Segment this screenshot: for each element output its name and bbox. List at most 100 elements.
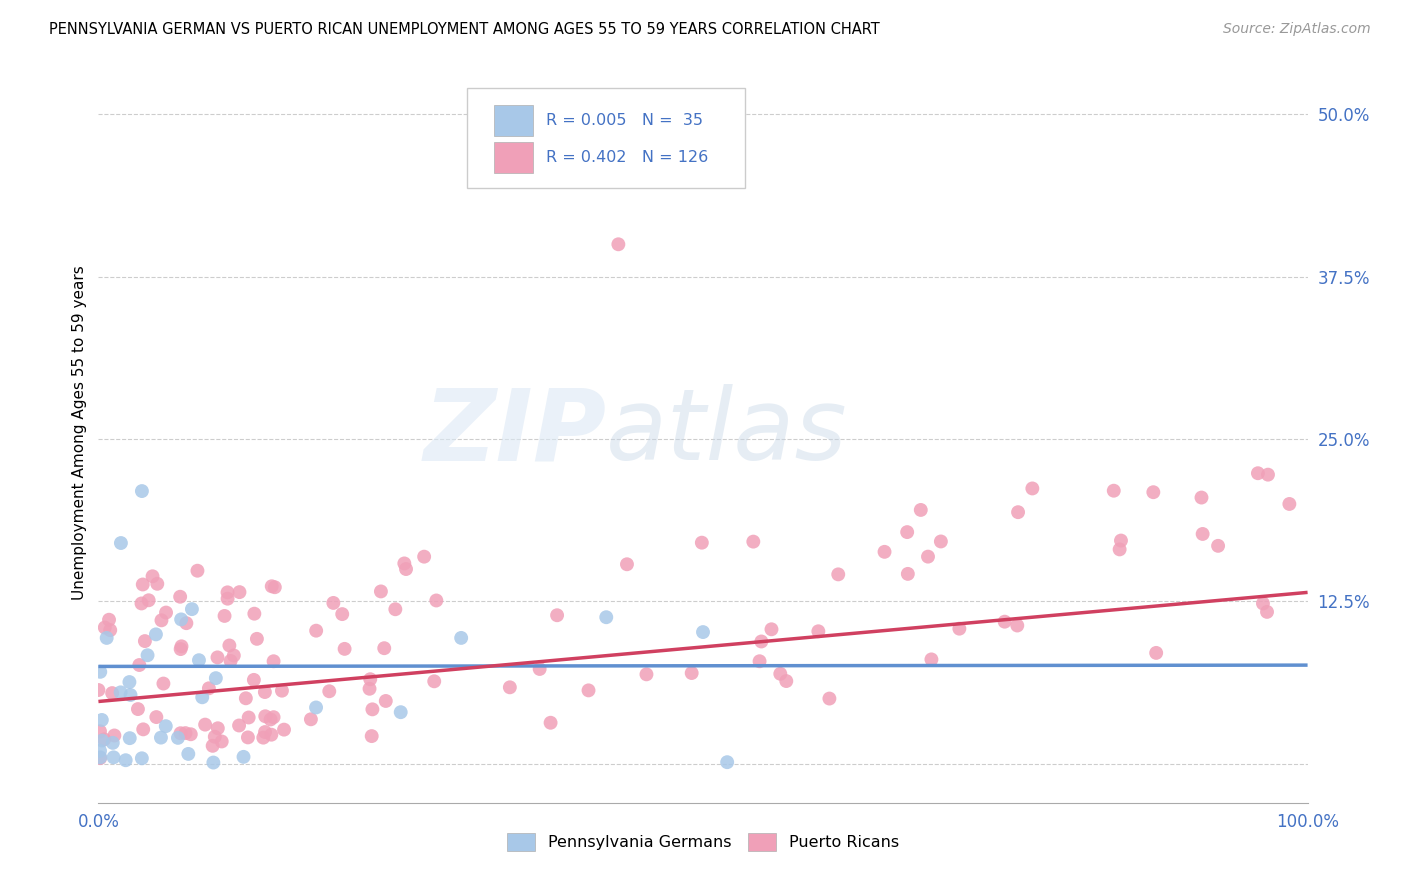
Point xyxy=(499,681,522,695)
Point xyxy=(205,671,228,685)
Point xyxy=(1191,491,1213,505)
Point xyxy=(120,688,142,702)
Point xyxy=(305,700,328,714)
Point xyxy=(818,691,841,706)
Point xyxy=(180,602,202,616)
Point xyxy=(681,666,703,681)
Point xyxy=(201,739,224,753)
Point xyxy=(827,567,849,582)
Point xyxy=(761,622,783,636)
Point xyxy=(360,729,382,743)
Point xyxy=(214,609,236,624)
Point xyxy=(145,627,167,641)
Point xyxy=(236,731,259,745)
Point xyxy=(87,683,110,698)
Point xyxy=(1108,542,1130,557)
Point xyxy=(1206,539,1229,553)
Point xyxy=(207,721,229,735)
Point xyxy=(136,648,159,663)
Point xyxy=(235,691,257,706)
Point xyxy=(529,662,551,676)
Point xyxy=(96,631,118,645)
Point xyxy=(1144,646,1167,660)
Y-axis label: Unemployment Among Ages 55 to 59 years: Unemployment Among Ages 55 to 59 years xyxy=(72,265,87,600)
Point xyxy=(110,536,132,550)
Point xyxy=(1142,485,1164,500)
Point xyxy=(716,755,738,769)
Point xyxy=(155,606,177,620)
Point xyxy=(1247,467,1270,481)
FancyBboxPatch shape xyxy=(467,88,745,188)
Point xyxy=(170,640,193,654)
Point xyxy=(271,683,294,698)
Text: atlas: atlas xyxy=(606,384,848,481)
Point xyxy=(450,631,472,645)
Point xyxy=(769,666,792,681)
Point xyxy=(1251,596,1274,610)
Point xyxy=(807,624,830,639)
Point xyxy=(131,597,153,611)
Point xyxy=(150,613,173,627)
Point xyxy=(103,729,125,743)
Point xyxy=(149,731,172,745)
Point xyxy=(333,641,356,656)
Point xyxy=(263,710,285,724)
Text: Source: ZipAtlas.com: Source: ZipAtlas.com xyxy=(1223,22,1371,37)
Point xyxy=(93,732,115,747)
Point xyxy=(218,639,240,653)
Point xyxy=(89,665,111,679)
Point xyxy=(273,723,295,737)
Point xyxy=(616,558,638,572)
Point xyxy=(131,751,153,765)
Point xyxy=(238,710,260,724)
Point xyxy=(188,653,211,667)
Point xyxy=(263,580,285,594)
Point xyxy=(254,709,277,723)
Point xyxy=(253,685,276,699)
Point xyxy=(246,632,269,646)
Point xyxy=(98,613,121,627)
Point xyxy=(917,549,939,564)
Point xyxy=(101,686,124,700)
Point xyxy=(90,713,112,727)
Point xyxy=(204,730,226,744)
Point xyxy=(118,675,141,690)
Point xyxy=(423,674,446,689)
Point xyxy=(141,569,163,583)
Point xyxy=(897,566,920,581)
Point xyxy=(202,756,225,770)
Point xyxy=(370,584,392,599)
Point xyxy=(191,690,214,705)
Point xyxy=(1102,483,1125,498)
Point xyxy=(228,718,250,732)
Point xyxy=(219,654,242,668)
Point xyxy=(361,702,384,716)
Point xyxy=(167,731,190,745)
Point xyxy=(425,593,447,607)
Point xyxy=(322,596,344,610)
Point xyxy=(546,608,568,623)
Bar xyxy=(494,105,533,136)
Point xyxy=(920,652,942,666)
Point xyxy=(170,612,193,626)
Point xyxy=(775,674,797,689)
Point xyxy=(145,710,167,724)
Point xyxy=(395,562,418,576)
Point xyxy=(103,750,125,764)
Point xyxy=(253,725,276,739)
Point xyxy=(1278,497,1301,511)
Legend: Pennsylvania Germans, Puerto Ricans: Pennsylvania Germans, Puerto Ricans xyxy=(501,827,905,858)
Point xyxy=(132,723,155,737)
Point xyxy=(232,749,254,764)
Point xyxy=(260,728,283,742)
Point xyxy=(1257,467,1279,482)
Point xyxy=(134,634,156,648)
Point xyxy=(138,593,160,607)
Point xyxy=(929,534,952,549)
Point xyxy=(948,622,970,636)
Point xyxy=(394,557,416,571)
Point xyxy=(110,685,132,699)
Point xyxy=(128,658,150,673)
Point xyxy=(413,549,436,564)
Point xyxy=(873,545,896,559)
